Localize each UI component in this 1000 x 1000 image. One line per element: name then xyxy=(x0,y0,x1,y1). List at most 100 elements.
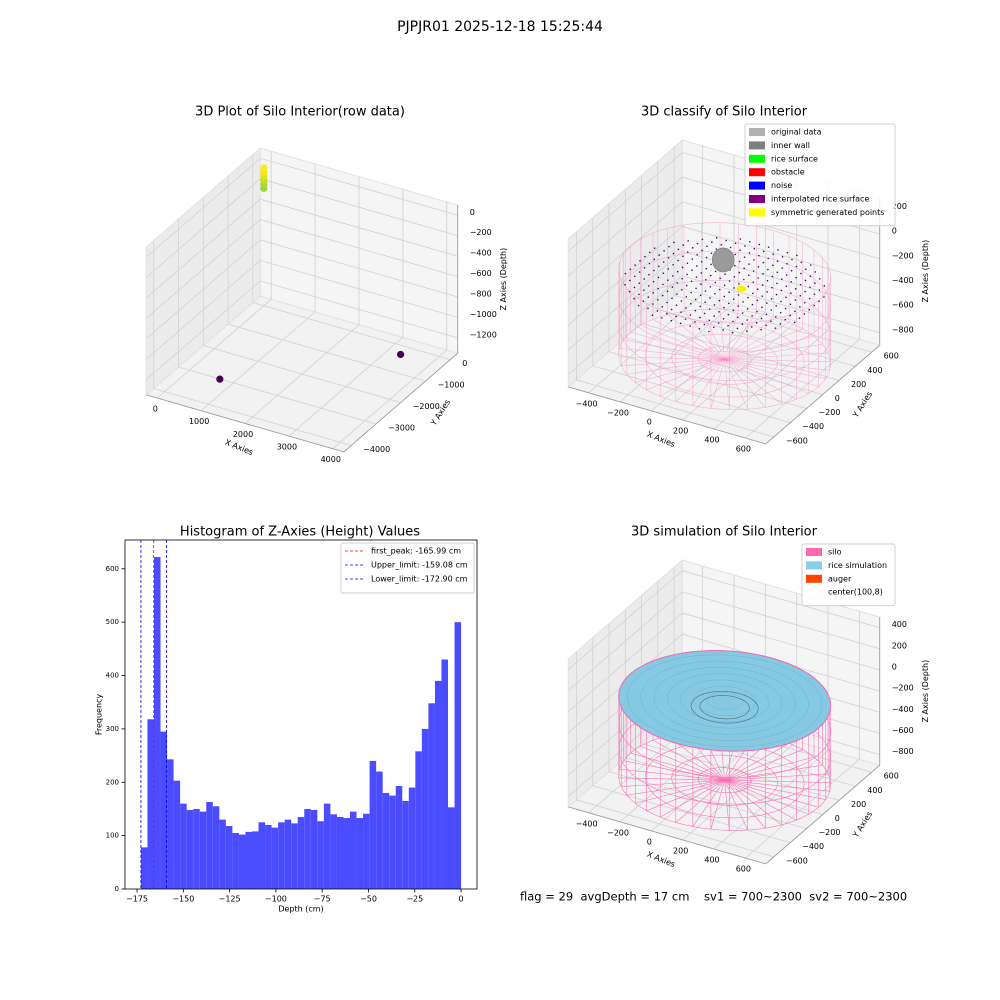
bar xyxy=(278,822,285,889)
surface-dot xyxy=(676,282,679,284)
silo-wire xyxy=(635,359,725,383)
x-tick-label: 600 xyxy=(736,445,751,454)
surface-dot xyxy=(696,265,698,267)
surface-dot xyxy=(731,331,734,334)
surface-dot xyxy=(737,305,740,307)
silo-rim xyxy=(618,650,831,752)
surface-dot xyxy=(748,263,750,265)
surface-dot xyxy=(685,295,688,298)
y-tick-label: −600 xyxy=(786,856,808,865)
grid-line xyxy=(568,570,880,670)
grid-line xyxy=(146,157,458,258)
surface-dot xyxy=(661,294,664,297)
y-tick-label: −1000 xyxy=(438,381,465,390)
legend-patch xyxy=(806,561,822,570)
z-tick-label: −200 xyxy=(892,251,914,260)
surface-dot xyxy=(733,287,735,289)
silo-wire xyxy=(724,764,823,781)
silo-wire xyxy=(724,312,757,360)
surface-dot xyxy=(711,241,713,243)
surface-dot xyxy=(668,245,670,248)
surface-dot xyxy=(789,314,791,317)
surface-dot xyxy=(737,294,740,296)
surface-dot xyxy=(796,254,798,257)
surface-dot xyxy=(728,280,731,282)
bar xyxy=(284,819,292,889)
z-tick-label: −1200 xyxy=(470,330,497,339)
surface-dot xyxy=(624,272,627,275)
x-tick-label: −100 xyxy=(265,895,287,904)
y-tick-label: −200 xyxy=(818,828,840,837)
silo-wire xyxy=(692,359,725,406)
grid-line xyxy=(682,593,798,841)
x-tick-label: 200 xyxy=(673,426,688,435)
x-tick-label: 400 xyxy=(704,435,719,444)
surface-dot xyxy=(724,273,726,275)
surface-dot xyxy=(658,265,660,268)
surface-dot xyxy=(694,309,697,312)
bar xyxy=(441,659,449,889)
surface-dot xyxy=(671,286,674,288)
grid-line xyxy=(146,178,458,278)
surface-dot xyxy=(747,274,750,277)
surface-dot xyxy=(747,285,750,288)
silo-wire xyxy=(724,322,790,360)
bar xyxy=(232,832,239,889)
surface-dot xyxy=(676,293,678,295)
surface-dot xyxy=(799,283,802,286)
legend-patch xyxy=(749,141,765,150)
surface-dot xyxy=(767,268,769,271)
surface-dot xyxy=(685,307,687,309)
surface-dot xyxy=(699,305,702,308)
surface-dot xyxy=(809,286,811,289)
figure-title: PJPJR01 2025-12-18 15:25:44 xyxy=(397,19,603,35)
silo-wire xyxy=(652,319,725,360)
surface-dot xyxy=(648,273,650,276)
surface-dot xyxy=(681,277,683,280)
surface-dot xyxy=(647,296,650,298)
surface-dot xyxy=(728,291,730,294)
surface-dot xyxy=(775,304,777,307)
silo-wire xyxy=(724,359,730,410)
bar xyxy=(193,808,200,889)
surface-dot xyxy=(686,251,689,253)
grid-line xyxy=(608,203,807,409)
silo-wire xyxy=(724,779,830,792)
surface-dot xyxy=(633,275,636,278)
z-tick-label: −600 xyxy=(892,726,914,735)
silo-wire xyxy=(619,347,725,360)
legend-patch xyxy=(749,128,765,136)
y-tick-label: 600 xyxy=(884,352,899,361)
surface-dot xyxy=(703,312,706,315)
surface-dot xyxy=(695,276,698,278)
grid-line xyxy=(568,633,880,734)
surface-dot xyxy=(651,314,654,317)
surface-dot xyxy=(649,251,651,254)
surface-dot xyxy=(679,322,682,325)
surface-dot xyxy=(708,319,711,322)
silo-wire xyxy=(710,359,725,409)
surface-dot xyxy=(727,313,730,316)
grid-line xyxy=(568,612,880,713)
surface-dot xyxy=(666,290,669,293)
legend-label: symmetric generated points xyxy=(771,208,884,217)
y-tick-label: 200 xyxy=(851,800,866,809)
surface-dot xyxy=(746,319,749,321)
point xyxy=(216,375,224,383)
surface-dot xyxy=(722,329,724,331)
surface-dot xyxy=(633,286,636,289)
surface-dot xyxy=(732,298,735,300)
silo-wire xyxy=(724,779,809,815)
surface-dot xyxy=(708,330,710,333)
surface-dot xyxy=(809,264,812,266)
surface-dot xyxy=(695,287,697,290)
surface-dot xyxy=(648,262,651,265)
surface-dot xyxy=(739,249,741,252)
x-tick-label: −125 xyxy=(219,895,241,904)
grid-line xyxy=(619,155,735,403)
surface-dot xyxy=(725,239,727,242)
bar xyxy=(323,803,331,889)
axis-line xyxy=(568,386,766,445)
surface-dot xyxy=(690,291,692,294)
